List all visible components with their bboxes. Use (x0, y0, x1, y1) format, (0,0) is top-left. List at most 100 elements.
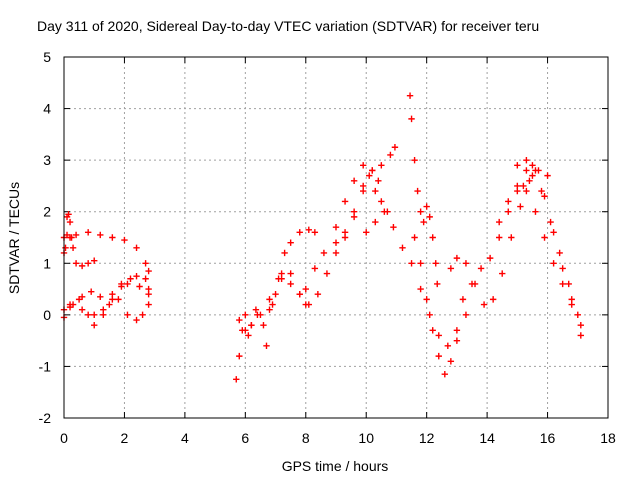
data-point (429, 234, 436, 241)
data-point (91, 321, 98, 329)
data-point (69, 244, 77, 252)
data-point (414, 187, 421, 195)
data-point (269, 301, 276, 308)
data-point (305, 301, 312, 308)
y-tick-label: 2 (43, 204, 51, 220)
data-point (532, 167, 539, 174)
data-point (72, 260, 80, 267)
data-point (372, 218, 379, 226)
data-point (350, 213, 358, 221)
data-point (378, 162, 385, 169)
grid (64, 57, 608, 418)
y-tick-label: 5 (43, 49, 51, 65)
data-point (266, 296, 273, 303)
data-point (447, 358, 455, 365)
y-tick-label: -2 (39, 410, 52, 426)
data-point (486, 254, 494, 262)
data-point (577, 332, 584, 339)
data-point (68, 234, 75, 241)
data-point (84, 260, 92, 267)
data-point (145, 301, 152, 308)
data-point (417, 260, 424, 267)
data-point (305, 226, 312, 233)
data-point (417, 285, 424, 293)
data-point (242, 311, 249, 319)
data-point (559, 280, 566, 288)
data-point (287, 270, 294, 277)
x-tick-label: 16 (540, 430, 556, 446)
x-tick-label: 0 (60, 430, 68, 446)
data-point (62, 244, 69, 252)
data-point (529, 172, 536, 179)
data-point (508, 234, 515, 241)
data-point (332, 249, 340, 257)
data-point (447, 265, 455, 272)
data-point (254, 311, 261, 319)
series-arc-l (406, 92, 441, 288)
data-point (381, 208, 388, 215)
data-point (378, 198, 385, 205)
data-point (514, 162, 521, 169)
data-point (399, 244, 406, 252)
data-point (78, 293, 86, 301)
data-point (471, 280, 479, 288)
data-point (520, 182, 527, 190)
y-tick-label: -1 (39, 358, 52, 374)
data-point (127, 275, 134, 282)
series-arc-k (363, 208, 470, 349)
data-point (281, 249, 288, 257)
data-point (106, 301, 113, 308)
series-arc-d (60, 272, 152, 313)
data-point (341, 198, 349, 205)
series-arc-c (60, 275, 152, 329)
data-point (390, 223, 397, 231)
data-point (538, 187, 545, 195)
data-point (311, 265, 319, 272)
data-point (391, 144, 399, 151)
data-point (426, 311, 433, 319)
data-point (121, 236, 128, 244)
data-point (496, 234, 503, 241)
data-point (320, 249, 328, 257)
data-point (263, 342, 270, 349)
x-tick-label: 6 (241, 430, 249, 446)
data-point (133, 316, 140, 324)
x-tick-label: 12 (419, 430, 435, 446)
data-point (115, 296, 122, 303)
data-point (568, 296, 575, 303)
data-point (296, 229, 303, 236)
series-arc-b (60, 211, 98, 270)
data-point (78, 262, 86, 270)
y-axis-label: SDTVAR / TECUs (6, 182, 22, 294)
data-point (233, 376, 240, 383)
x-tick-label: 2 (121, 430, 129, 446)
data-point (559, 265, 566, 272)
data-point (547, 218, 554, 226)
data-point (314, 291, 322, 298)
data-point (278, 275, 285, 282)
data-point (372, 187, 379, 195)
data-point (272, 291, 279, 298)
data-point (523, 167, 530, 174)
data-point (100, 306, 107, 313)
data-point (287, 239, 294, 246)
data-point (423, 296, 430, 303)
x-axis-label: GPS time / hours (282, 458, 389, 474)
axis-ticks (63, 56, 609, 419)
data-point (66, 218, 74, 226)
data-point (133, 244, 140, 252)
data-point (480, 301, 488, 308)
data-point (142, 275, 149, 282)
data-point (375, 177, 382, 184)
data-point (532, 208, 539, 215)
data-point (369, 167, 376, 174)
series-arc-n (447, 167, 551, 308)
data-point (496, 218, 503, 226)
data-point (550, 260, 557, 267)
data-point (514, 182, 521, 190)
data-point (462, 260, 470, 267)
data-point (97, 231, 104, 239)
data-point (242, 327, 249, 334)
